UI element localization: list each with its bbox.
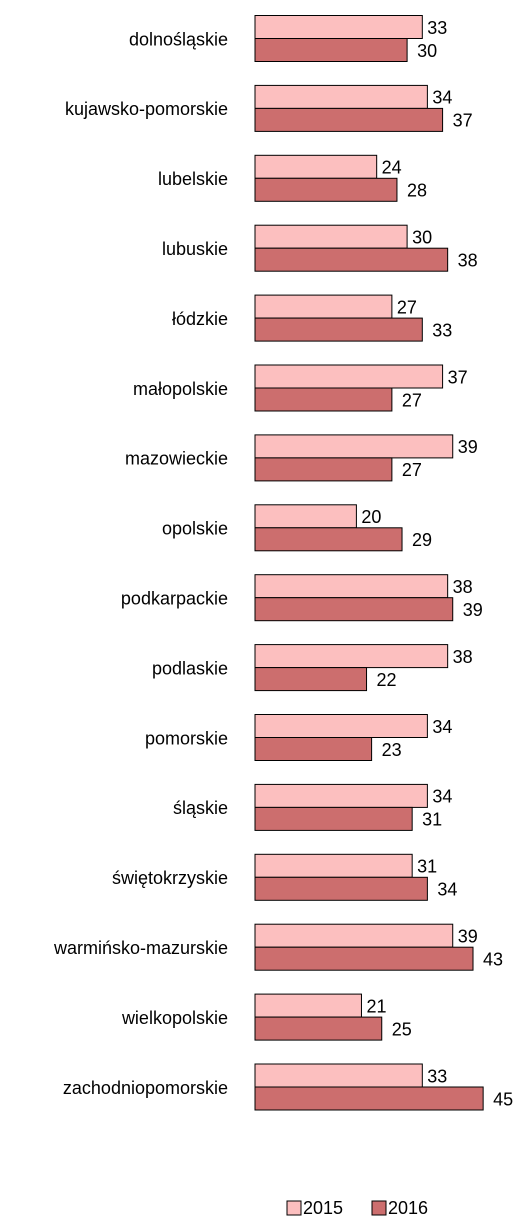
value-label: 23 xyxy=(382,740,402,760)
value-label: 39 xyxy=(463,600,483,620)
category-label: podlaskie xyxy=(152,658,228,678)
value-label: 22 xyxy=(377,670,397,690)
category-label: opolskie xyxy=(162,519,228,539)
category-label: świętokrzyskie xyxy=(112,868,228,888)
bar xyxy=(254,224,408,249)
bar xyxy=(254,574,449,599)
bar xyxy=(254,294,393,319)
bar xyxy=(254,84,428,109)
value-label: 24 xyxy=(382,158,402,178)
value-label: 39 xyxy=(458,926,478,946)
category-label: pomorskie xyxy=(145,728,228,748)
value-label: 31 xyxy=(417,857,437,877)
category-label: wielkopolskie xyxy=(121,1008,228,1028)
bar xyxy=(254,434,454,459)
value-label: 20 xyxy=(361,507,381,527)
bar xyxy=(254,15,423,39)
value-label: 25 xyxy=(392,1019,412,1039)
legend-label: 2015 xyxy=(303,1198,343,1218)
value-label: 30 xyxy=(412,227,432,247)
value-label: 34 xyxy=(432,88,452,108)
value-label: 38 xyxy=(453,577,473,597)
category-label: zachodniopomorskie xyxy=(63,1078,228,1098)
category-label: śląskie xyxy=(173,798,228,818)
bar xyxy=(254,946,474,971)
legend-swatch xyxy=(286,1200,302,1216)
bar xyxy=(254,177,398,202)
bar xyxy=(254,714,428,738)
bar xyxy=(254,457,393,482)
bar xyxy=(254,364,444,389)
category-label: dolnośląskie xyxy=(129,29,228,49)
bar xyxy=(254,107,444,132)
bar xyxy=(254,783,428,808)
bar xyxy=(254,1016,383,1041)
value-label: 33 xyxy=(427,1066,447,1086)
bar xyxy=(254,597,454,622)
value-label: 33 xyxy=(427,18,447,38)
legend-label: 2016 xyxy=(388,1198,428,1218)
bar xyxy=(254,923,454,948)
value-label: 27 xyxy=(397,297,417,317)
bar xyxy=(254,247,449,272)
value-label: 37 xyxy=(448,367,468,387)
value-label: 27 xyxy=(402,460,422,480)
value-label: 38 xyxy=(458,250,478,270)
value-label: 38 xyxy=(453,647,473,667)
value-label: 21 xyxy=(366,996,386,1016)
bar xyxy=(254,853,413,878)
bar xyxy=(254,527,403,552)
bar xyxy=(254,387,393,412)
value-label: 30 xyxy=(417,41,437,61)
category-label: podkarpackie xyxy=(121,588,228,608)
value-label: 34 xyxy=(437,880,457,900)
category-label: mazowieckie xyxy=(125,449,228,469)
value-label: 45 xyxy=(493,1089,513,1109)
bar xyxy=(254,806,413,831)
bar xyxy=(254,737,373,761)
bar xyxy=(254,1086,484,1111)
bar xyxy=(254,876,428,901)
category-label: łódzkie xyxy=(172,309,228,329)
bar xyxy=(254,667,368,692)
bar xyxy=(254,317,423,342)
value-label: 37 xyxy=(453,111,473,131)
category-label: lubelskie xyxy=(158,169,228,189)
value-label: 34 xyxy=(432,717,452,737)
bar xyxy=(254,154,378,179)
value-label: 43 xyxy=(483,949,503,969)
value-label: 27 xyxy=(402,390,422,410)
category-label: lubuskie xyxy=(162,239,228,259)
bar xyxy=(254,644,449,669)
legend-swatch xyxy=(371,1200,387,1216)
value-label: 33 xyxy=(432,320,452,340)
value-label: 28 xyxy=(407,181,427,201)
bar xyxy=(254,993,362,1018)
value-label: 29 xyxy=(412,530,432,550)
value-label: 31 xyxy=(422,810,442,830)
bar xyxy=(254,38,408,62)
value-label: 34 xyxy=(432,787,452,807)
category-label: kujawsko-pomorskie xyxy=(65,99,228,119)
category-label: warmińsko-mazurskie xyxy=(53,938,228,958)
bar xyxy=(254,504,357,529)
bar xyxy=(254,1063,423,1088)
value-label: 39 xyxy=(458,437,478,457)
category-label: małopolskie xyxy=(133,379,228,399)
